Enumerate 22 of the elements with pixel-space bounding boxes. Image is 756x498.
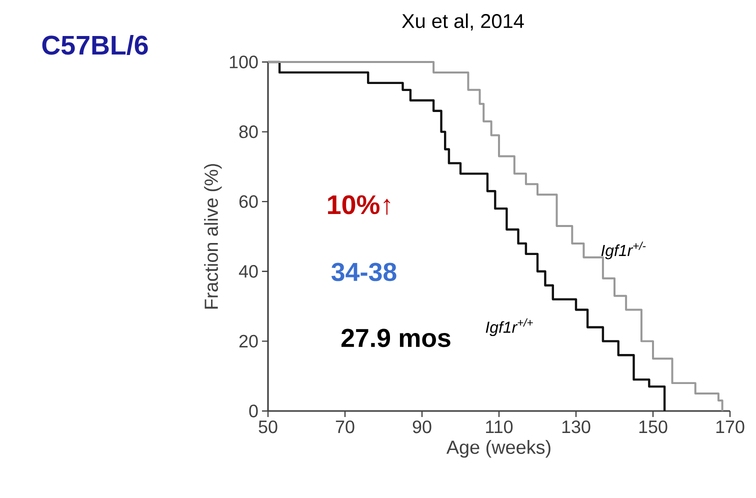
x-tick-label: 50: [258, 420, 278, 434]
y-tick-label: 100: [230, 56, 258, 68]
y-tick-label: 0: [249, 404, 258, 418]
x-tick-label: 110: [486, 420, 513, 434]
y-tick-label: 80: [239, 125, 258, 138]
x-tick-label: 90: [412, 420, 432, 434]
annotation: 27.9 mos: [341, 328, 450, 348]
x-tick-label: 70: [336, 420, 354, 434]
y-tick-label: 60: [239, 195, 258, 208]
x-tick-label: 150: [639, 420, 668, 434]
annotation: 10%↑: [328, 195, 390, 215]
chart-title: Xu et al, 2014: [402, 13, 524, 30]
series-label: Igf1r$^{+/+}$: [486, 318, 533, 336]
annotation: 34-38: [331, 262, 396, 282]
series-label: Igf1r$^{+/-}$: [601, 242, 646, 260]
y-tick-label: 20: [239, 334, 258, 348]
y-tick-label: 40: [238, 265, 258, 278]
x-tick-label: 130: [562, 420, 590, 434]
x-tick-label: 170: [716, 420, 744, 434]
x-axis-title: Age (weeks): [446, 440, 550, 458]
y-axis-title: Fraction alive (%): [204, 164, 222, 309]
text: C57BL/6: [42, 34, 148, 55]
